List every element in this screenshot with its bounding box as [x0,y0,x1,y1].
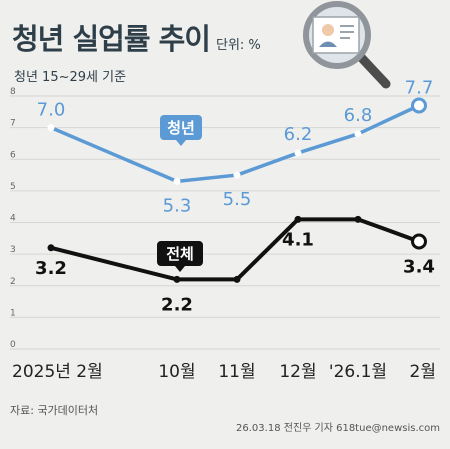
data-point [294,149,302,157]
y-tick-label: 1 [10,308,16,318]
page-title: 청년 실업률 추이 [12,22,211,56]
data-point [294,215,302,223]
series-name: 전체 [166,245,194,263]
data-label: 4.1 [282,229,314,250]
y-tick-label: 7 [10,119,16,129]
series-callout-tail [175,266,185,272]
series-line-overall [49,217,421,282]
data-point [354,130,362,138]
unit-label: 단위: % [216,38,261,53]
x-tick-label: 11월 [218,362,255,382]
data-label: 2.2 [161,294,193,315]
y-tick-label: 2 [10,277,16,287]
y-tick-label: 0 [10,340,16,350]
data-label: 6.2 [284,124,313,145]
credit-label: 26.03.18 전진우 기자 618tue@newsis.com [236,423,440,434]
x-tick-label: 2월 [410,362,436,382]
data-label: 7.0 [37,100,66,121]
series-callout [160,115,202,140]
data-label: 6.8 [344,105,373,126]
data-point [173,177,181,185]
series-callout [157,241,203,266]
y-tick-label: 3 [10,245,16,255]
data-label: 5.3 [163,195,192,216]
magnifier-icon [303,1,391,89]
series-name: 청년 [167,119,195,137]
source-label: 자료: 국가데이터처 [10,404,99,417]
x-tick-label: '26.1월 [329,362,387,382]
data-point-end [411,233,427,250]
data-point [47,124,55,132]
x-tick-label: 12월 [279,362,316,382]
data-label: 3.2 [35,258,67,279]
y-tick-label: 5 [10,182,16,192]
data-point [354,215,362,223]
data-label: 5.5 [223,189,252,210]
series-line-youth [49,103,421,184]
y-tick-label: 6 [10,150,16,160]
subtitle: 청년 15~29세 기준 [14,70,127,85]
y-tick-label: 8 [10,87,16,97]
data-label: 7.7 [405,77,434,98]
data-point-end [411,97,427,114]
data-point [173,275,181,283]
series-callout-tail [176,140,186,146]
data-point [233,275,241,283]
y-tick-label: 4 [10,214,16,224]
data-point [47,244,55,252]
data-label: 3.4 [403,256,435,277]
data-point [233,171,241,179]
x-tick-label: 2025년 2월 [12,362,103,382]
x-tick-label: 10월 [158,362,195,382]
